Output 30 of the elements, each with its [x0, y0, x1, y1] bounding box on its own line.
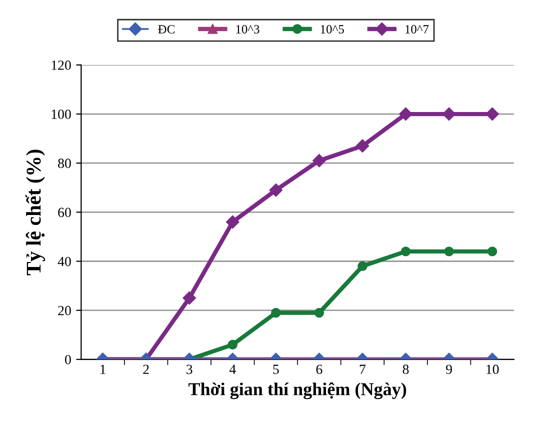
legend-label: ĐC	[158, 25, 174, 34]
legend-label: 10^5	[320, 25, 344, 34]
y-tick-label: 120	[52, 60, 71, 70]
x-tick-label: 4	[229, 364, 236, 374]
x-tick-label: 5	[273, 364, 279, 374]
x-tick-label: 2	[143, 364, 149, 374]
y-tick-label: 60	[58, 208, 71, 218]
point	[356, 139, 370, 153]
y-tick-label: 0	[65, 354, 71, 364]
x-tick-label: 8	[402, 364, 409, 374]
point	[442, 107, 456, 121]
y-tick-label: 80	[58, 158, 71, 168]
point	[399, 107, 412, 121]
x-axis-title: Thời gian thí nghiệm (Ngày)	[188, 382, 406, 400]
x-tick-label: 3	[186, 364, 192, 374]
point	[312, 154, 326, 168]
x-tick-label: 1	[100, 364, 106, 374]
legend-label: 10^7	[406, 25, 429, 34]
legend-label: 10^3	[236, 25, 260, 34]
y-tick-label: 40	[58, 256, 71, 266]
y-tick-label: 100	[52, 110, 71, 119]
x-tick-label: 6	[316, 364, 322, 374]
point	[486, 107, 499, 121]
x-tick-label: 10	[486, 364, 499, 374]
x-tick-label: 9	[446, 364, 452, 374]
point	[226, 215, 240, 229]
y-axis-title: Tỷ lệ chết (%)	[25, 150, 46, 276]
point	[269, 184, 282, 197]
x-tick-label: 7	[360, 364, 366, 374]
y-tick-label: 20	[58, 306, 71, 316]
